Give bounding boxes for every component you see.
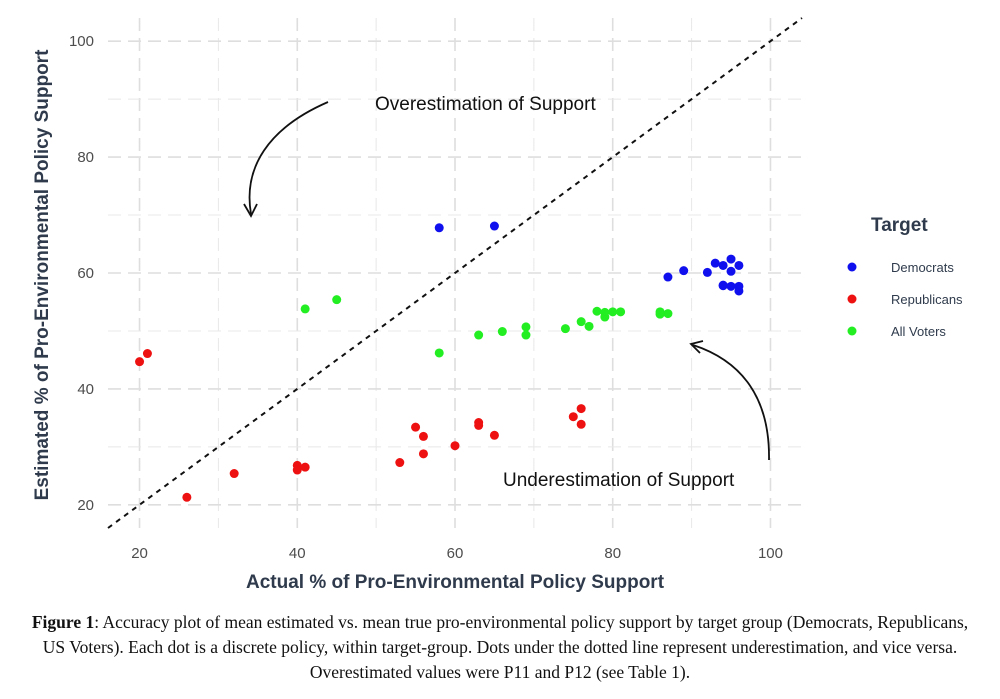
x-tick-label: 100 [758,545,783,562]
y-tick-label: 20 [77,497,94,514]
y-tick-label: 80 [77,149,94,166]
point-all-voters [663,309,673,319]
point-all-voters [521,330,531,340]
axis-tick-labels: 20 40 60 80 100 20 40 60 80 100 [69,33,783,562]
point-republicans [418,449,428,459]
point-democrats [726,254,736,264]
point-democrats [702,267,712,277]
point-republicans [182,492,192,502]
point-all-voters [600,312,610,322]
legend-label-all-voters: All Voters [891,324,946,339]
legend-key-all-voters [847,326,857,336]
point-all-voters [497,327,507,337]
point-republicans [474,420,484,430]
point-all-voters [655,309,665,319]
y-axis-title: Estimated % of Pro-Environmental Policy … [32,49,53,500]
point-democrats [679,266,689,276]
point-all-voters [616,307,626,317]
point-all-voters [474,330,484,340]
point-republicans [229,469,239,479]
x-tick-label: 40 [289,545,306,562]
point-all-voters [560,324,570,334]
point-republicans [395,458,405,468]
point-democrats [663,272,673,282]
point-democrats [734,286,744,296]
underestimation-annotation: Underestimation of Support [503,470,735,491]
figure-caption: Figure 1: Accuracy plot of mean estimate… [20,610,980,685]
point-all-voters [592,306,602,316]
overestimation-arrowhead-icon [243,203,258,218]
point-republicans [450,441,460,451]
legend-label-democrats: Democrats [891,260,954,275]
x-tick-label: 60 [447,545,464,562]
point-republicans [418,431,428,441]
overestimation-arrow [248,101,329,215]
point-democrats [718,260,728,270]
point-republicans [568,412,578,422]
point-republicans [135,357,145,367]
point-republicans [142,349,152,359]
legend-key-democrats [847,262,857,272]
point-democrats [718,280,728,290]
point-republicans [576,404,586,414]
point-all-voters [300,304,310,314]
point-all-voters [584,321,594,331]
point-republicans [411,422,421,432]
overestimation-annotation: Overestimation of Support [375,94,596,115]
point-democrats [434,223,444,233]
point-democrats [710,258,720,268]
scatter-chart: 20 40 60 80 100 20 40 60 80 100 Overestimation of… [32,17,963,593]
point-democrats [489,221,499,231]
underestimation-arrowhead-icon [689,340,704,354]
reference-diagonal-line [107,17,803,529]
point-all-voters [434,348,444,358]
underestimation-arrow [692,344,770,461]
point-democrats [726,281,736,291]
point-all-voters [608,307,618,317]
x-axis-title: Actual % of Pro-Environmental Policy Sup… [246,572,665,593]
legend-label-republicans: Republicans [891,292,963,307]
figure-caption-text: : Accuracy plot of mean estimated vs. me… [42,612,969,682]
y-tick-label: 100 [69,33,94,50]
legend: Target Democrats Republicans All Voters [847,215,963,339]
point-republicans [300,462,310,472]
point-all-voters [521,322,531,332]
y-tick-label: 40 [77,381,94,398]
point-republicans [489,430,499,440]
point-all-voters [332,295,342,305]
legend-title: Target [871,215,928,236]
y-tick-label: 60 [77,265,94,282]
data-points [135,221,744,502]
point-democrats [726,266,736,276]
figure-caption-label: Figure 1 [31,612,95,632]
point-republicans [576,419,586,429]
legend-key-republicans [847,294,857,304]
point-all-voters [576,317,586,327]
point-republicans [292,465,302,475]
x-tick-label: 20 [131,545,148,562]
point-democrats [734,260,744,270]
x-tick-label: 80 [604,545,621,562]
